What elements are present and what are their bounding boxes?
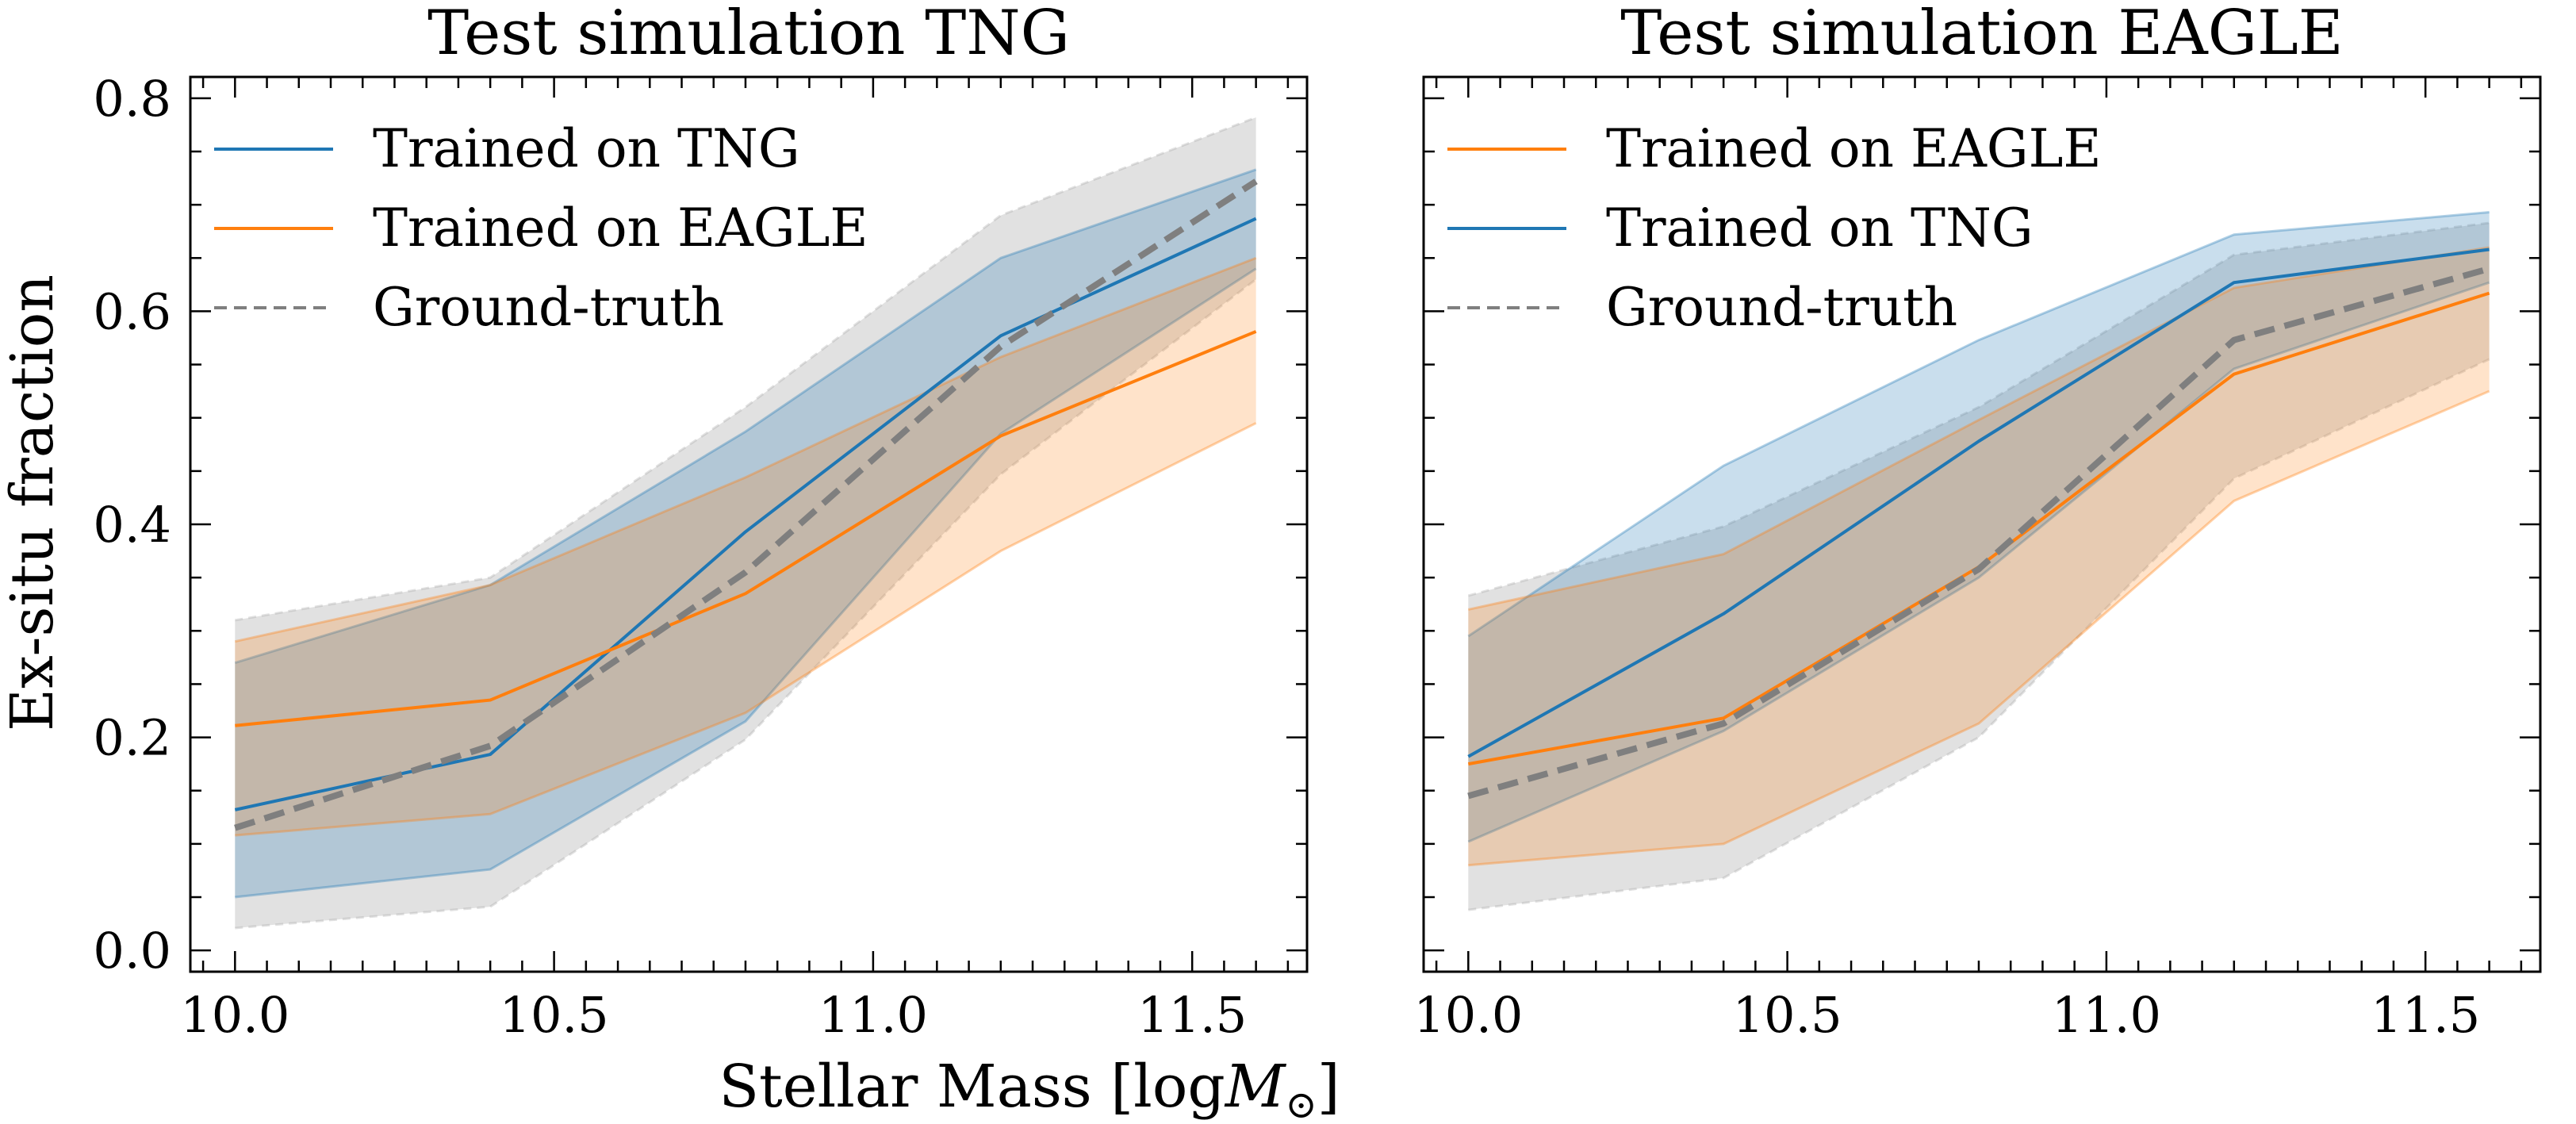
band-trained-on-eagle	[1468, 247, 2490, 865]
line-ground-truth	[234, 178, 1258, 831]
legend-label-trained-on-eagle: Trained on EAGLE	[373, 198, 868, 259]
chart-title: Test simulation TNG	[427, 0, 1070, 69]
panel-eagle: Test simulation EAGLE 10.0 10.5 11.0 11.5 Tra…	[1413, 0, 2542, 1044]
band-upper-edge-ground-truth	[1467, 221, 2490, 597]
x-tick-label: 11.0	[2052, 986, 2161, 1044]
band-lower-edge-trained-on-eagle	[1468, 389, 2490, 867]
x-axis-label-symbol: M	[1224, 1053, 1287, 1121]
band-trained-on-eagle	[235, 258, 1256, 836]
line-trained-on-tng	[1467, 247, 2490, 758]
x-axis-label-subscript: ⊙	[1286, 1083, 1317, 1124]
y-axis-label: Ex-situ fraction	[0, 274, 67, 731]
y-tick-label: 0.8	[93, 70, 171, 128]
legend-label-trained-on-tng: Trained on TNG	[1606, 198, 2034, 259]
line-trained-on-eagle	[235, 330, 1257, 727]
chart-title: Test simulation EAGLE	[1620, 0, 2344, 69]
legend: Trained on EAGLE Trained on TNG Ground-tru…	[1447, 118, 2102, 338]
band-lower-edge-trained-on-tng	[1467, 281, 2490, 843]
panel-tng: Test simulation TNG 10.0 10.5 11.0 11.5 0.0 0.…	[93, 0, 1309, 1044]
x-tick-label: 11.5	[1137, 986, 1247, 1044]
band-upper-edge-trained-on-tng	[1467, 211, 2490, 638]
y-tick-label: 0.0	[93, 922, 171, 980]
x-tick-label: 10.0	[1413, 986, 1523, 1044]
y-tick-label: 0.6	[93, 282, 171, 340]
legend: Trained on TNG Trained on EAGLE Ground-tru…	[214, 118, 868, 338]
legend-label-trained-on-tng: Trained on TNG	[373, 118, 800, 179]
band-upper-edge-trained-on-tng	[234, 168, 1257, 665]
y-tick-label: 0.2	[93, 709, 171, 767]
y-tick-label: 0.4	[93, 496, 171, 554]
x-tick-label: 10.0	[180, 986, 289, 1044]
band-lower-edge-trained-on-eagle	[235, 422, 1257, 837]
x-axis-label: Stellar Mass [logM⊙]	[719, 1053, 1340, 1124]
x-tick-label: 10.5	[1733, 986, 1842, 1044]
x-tick-label: 11.0	[818, 986, 928, 1044]
x-axis-label-text: Stellar Mass [log	[719, 1053, 1225, 1121]
legend-label-trained-on-eagle: Trained on EAGLE	[1606, 118, 2102, 179]
band-upper-edge-trained-on-eagle	[1468, 246, 2490, 611]
band-trained-on-tng	[1468, 212, 2490, 842]
band-lower-edge-trained-on-tng	[235, 267, 1257, 899]
band-upper-edge-trained-on-eagle	[234, 256, 1257, 643]
line-ground-truth	[1467, 265, 2490, 800]
x-tick-label: 11.5	[2371, 986, 2480, 1044]
line-trained-on-tng	[234, 217, 1257, 811]
x-axis-label-end: ]	[1317, 1053, 1340, 1121]
x-tick-label: 10.5	[500, 986, 609, 1044]
legend-label-ground-truth: Ground-truth	[373, 277, 724, 338]
band-upper-edge-ground-truth	[235, 116, 1257, 622]
band-ground-truth	[235, 117, 1256, 928]
legend-label-ground-truth: Ground-truth	[1606, 277, 1957, 338]
